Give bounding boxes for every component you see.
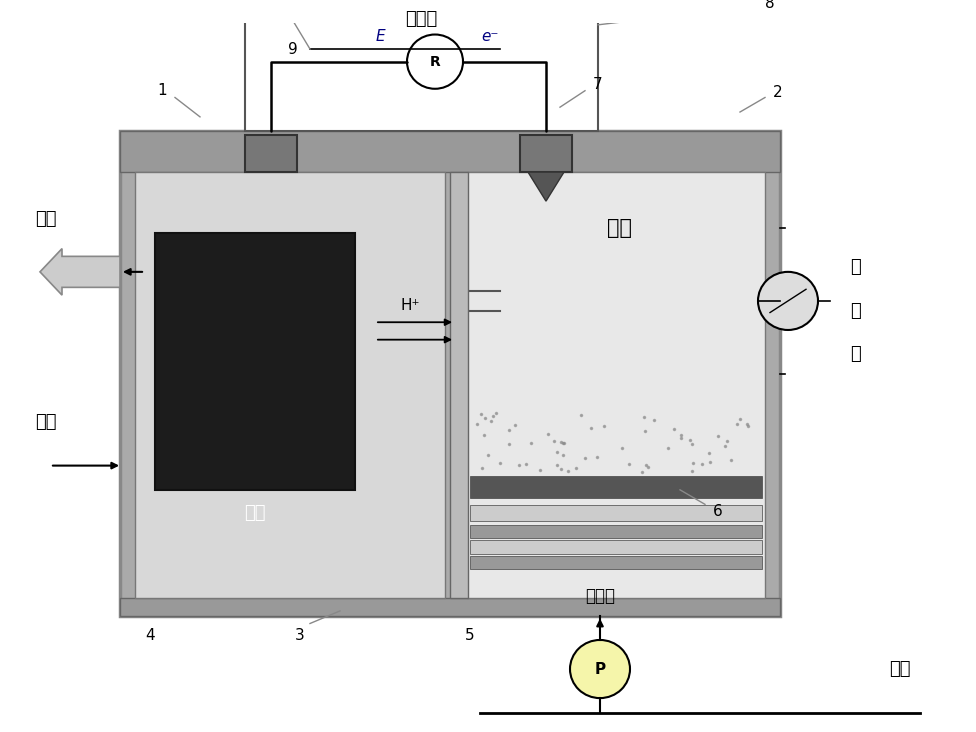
Text: 1: 1: [157, 83, 167, 98]
Polygon shape: [528, 172, 564, 201]
FancyBboxPatch shape: [120, 132, 780, 172]
Circle shape: [758, 272, 818, 330]
Text: 3: 3: [295, 627, 305, 643]
Text: E: E: [375, 29, 385, 44]
Text: 8: 8: [765, 0, 775, 11]
Circle shape: [570, 640, 630, 698]
Text: H⁺: H⁺: [400, 297, 420, 313]
Text: 内: 内: [850, 258, 861, 276]
Text: 2: 2: [773, 85, 783, 100]
Text: 进水: 进水: [35, 413, 57, 431]
FancyArrow shape: [40, 249, 120, 295]
FancyBboxPatch shape: [470, 505, 762, 521]
FancyBboxPatch shape: [467, 172, 765, 598]
Text: 5: 5: [466, 627, 474, 643]
Text: 4: 4: [145, 627, 155, 643]
Text: 7: 7: [593, 78, 603, 92]
Text: 9: 9: [288, 42, 298, 56]
FancyBboxPatch shape: [155, 233, 355, 490]
Circle shape: [407, 34, 463, 89]
FancyBboxPatch shape: [470, 540, 762, 553]
Text: 外电路: 外电路: [405, 10, 437, 29]
FancyBboxPatch shape: [135, 172, 445, 598]
Text: 出水: 出水: [35, 209, 57, 228]
Text: 阴极: 阴极: [607, 218, 632, 239]
Text: P: P: [594, 662, 605, 676]
FancyBboxPatch shape: [120, 132, 780, 616]
Text: 空气: 空气: [889, 660, 911, 678]
Text: 循: 循: [850, 302, 861, 320]
Text: 压力表: 压力表: [585, 586, 615, 605]
FancyBboxPatch shape: [245, 135, 297, 172]
Text: e⁻: e⁻: [481, 29, 499, 44]
FancyBboxPatch shape: [450, 172, 468, 598]
FancyBboxPatch shape: [470, 556, 762, 569]
FancyBboxPatch shape: [120, 598, 780, 616]
Text: R: R: [429, 55, 440, 69]
FancyBboxPatch shape: [470, 525, 762, 538]
Text: 阳极: 阳极: [244, 504, 265, 523]
FancyBboxPatch shape: [520, 135, 572, 172]
Text: 环: 环: [850, 346, 861, 363]
FancyBboxPatch shape: [470, 477, 762, 498]
FancyBboxPatch shape: [245, 0, 598, 132]
Text: 6: 6: [713, 504, 723, 519]
